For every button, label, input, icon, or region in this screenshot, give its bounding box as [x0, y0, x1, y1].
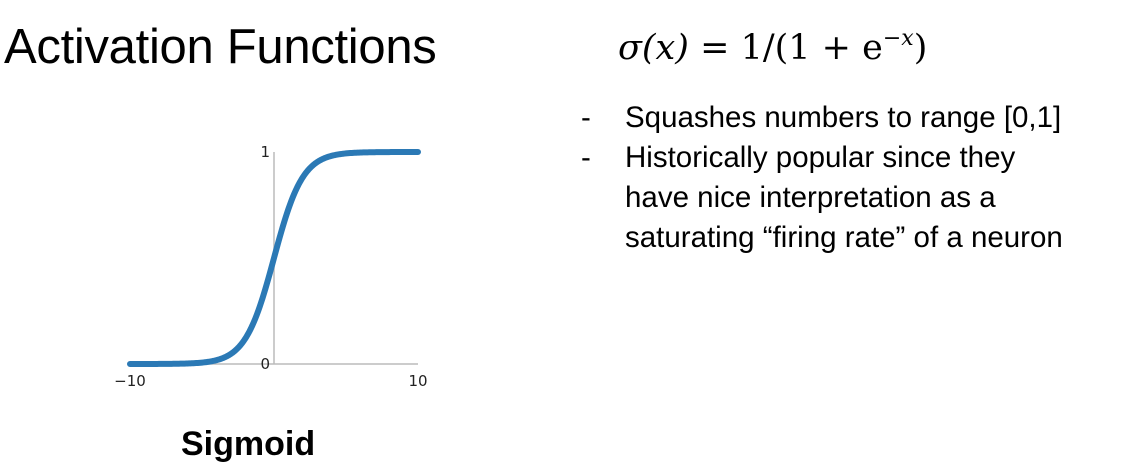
x-tick-label: 10 [408, 372, 427, 390]
sigmoid-formula: σ(x) = 1/(1 + e−x) [618, 24, 927, 72]
bullet-item: - Squashes numbers to range [0,1] [578, 98, 1130, 138]
sigmoid-chart: −10 10 0 1 [100, 130, 460, 400]
bullet-marker: - [581, 101, 591, 134]
tick-labels: −10 10 0 1 [114, 143, 427, 390]
sigmoid-curve [127, 149, 421, 367]
formula-exponent: −x [882, 26, 914, 51]
bullet-marker: - [581, 141, 591, 174]
chart-caption: Sigmoid [181, 425, 316, 463]
formula-rhs: 1/(1 + e [740, 28, 883, 68]
formula-close: ) [913, 28, 928, 68]
bullet-line: Squashes numbers to range [0,1] [625, 101, 1062, 134]
bullet-line: Historically popular since they [625, 141, 1016, 174]
slide-title: Activation Functions [4, 20, 437, 74]
formula-lhs: σ(x) [618, 28, 689, 68]
bullet-line: saturating “firing rate” of a neuron [625, 221, 1063, 254]
y-tick-label: 1 [260, 143, 270, 161]
formula-equals: = [700, 28, 730, 68]
y-tick-label: 0 [260, 355, 270, 373]
x-tick-label: −10 [114, 372, 146, 390]
bullet-item: - Historically popular since they have n… [578, 138, 1130, 258]
bullet-list: - Squashes numbers to range [0,1] - Hist… [578, 98, 1130, 258]
sigmoid-chart-svg: −10 10 0 1 [114, 143, 427, 390]
bullet-line: have nice interpretation as a [625, 181, 996, 214]
